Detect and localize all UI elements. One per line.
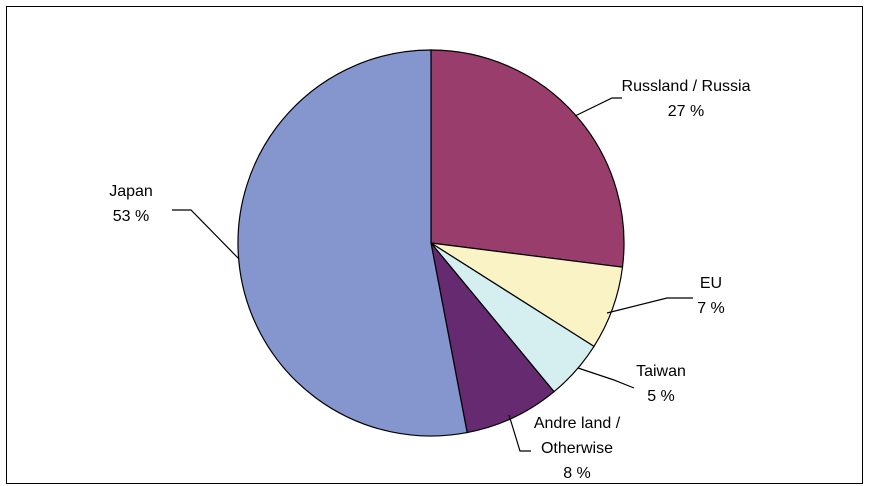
- slice-value-label-2: 5 %: [647, 388, 675, 405]
- pie-slice-0: [430, 49, 625, 268]
- leader-line-0: [574, 97, 622, 117]
- pie-slice-3: [430, 242, 555, 434]
- slice-name-label-3: Andre land /: [534, 415, 621, 432]
- slice-name-label-2: Taiwan: [636, 363, 686, 380]
- slice-name-label-1: EU: [700, 275, 722, 292]
- pie-slice-4: [237, 49, 468, 437]
- leader-line-3: [508, 414, 531, 452]
- slice-name-label-3: Otherwise: [541, 440, 613, 457]
- leader-line-1: [606, 297, 693, 314]
- slice-name-label-4: Japan: [109, 183, 153, 200]
- slice-name-label-0: Russland / Russia: [622, 78, 751, 95]
- slice-value-label-1: 7 %: [697, 300, 725, 317]
- leader-line-2: [577, 367, 635, 389]
- slice-value-label-0: 27 %: [668, 103, 704, 120]
- slice-value-label-3: 8 %: [563, 465, 591, 482]
- leader-line-4: [172, 209, 240, 260]
- slice-value-label-4: 53 %: [113, 208, 149, 225]
